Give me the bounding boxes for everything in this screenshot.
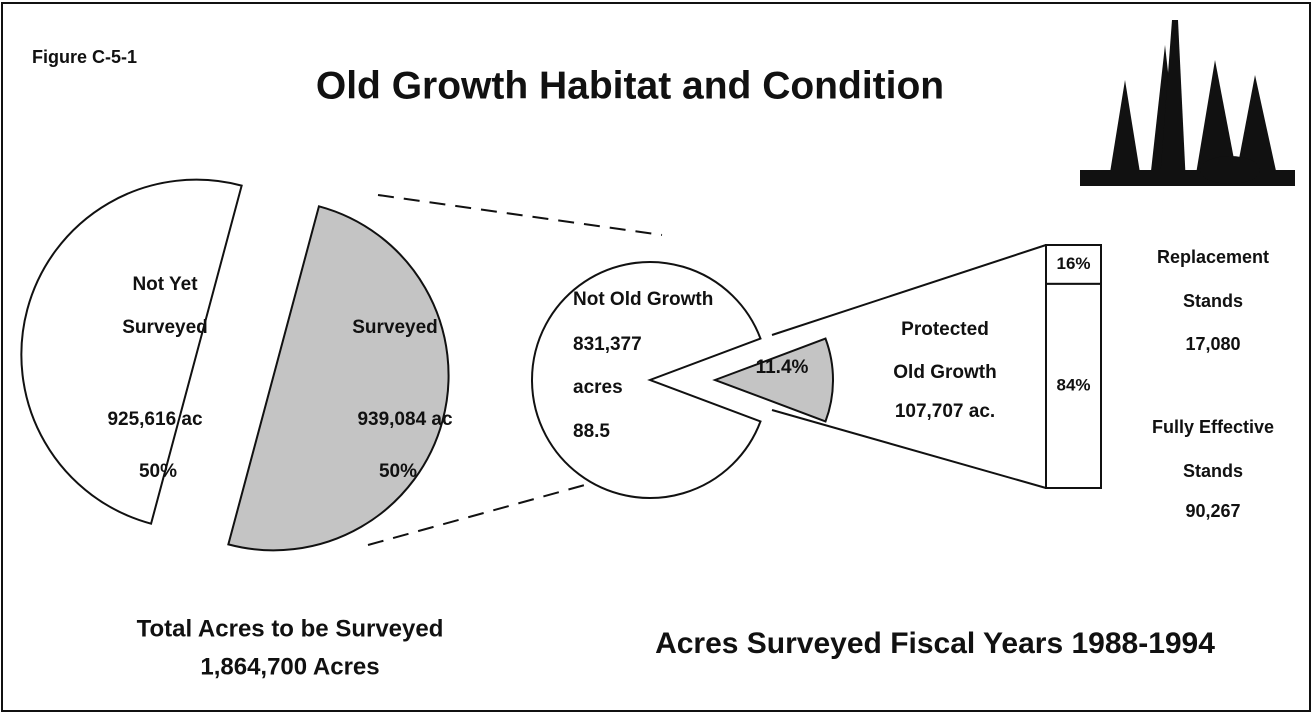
- acres-label: 831,377: [573, 334, 642, 355]
- acres-label: 17,080: [1185, 334, 1240, 354]
- pie-slice: [715, 339, 833, 422]
- value-label: 16%: [1056, 254, 1090, 273]
- value-label: 88.5: [573, 421, 610, 442]
- acres-label: 939,084 ac: [357, 409, 453, 430]
- bar-category: Replacement: [1157, 247, 1269, 267]
- acres-label: 107,707 ac.: [895, 401, 995, 422]
- caption: Acres Surveyed Fiscal Years 1988-1994: [655, 627, 1215, 660]
- chart: Figure C-5-1 Old Growth Habitat and Cond…: [0, 0, 1314, 713]
- tree-icon: [1080, 20, 1295, 186]
- bar-category: Fully Effective: [1152, 417, 1274, 437]
- value-label: 50%: [379, 461, 417, 482]
- page: {"figure_label": "Figure C-5-1", "title"…: [0, 0, 1314, 713]
- pie-slice: [21, 180, 241, 524]
- figure-label: Figure C-5-1: [32, 47, 137, 67]
- slice-label: Old Growth: [893, 362, 996, 383]
- caption: Total Acres to be Surveyed: [137, 615, 444, 642]
- value-label: 11.4%: [756, 357, 809, 378]
- bar-category: Stands: [1183, 461, 1243, 481]
- slice-label: Not Old Growth: [573, 289, 713, 310]
- value-label: 84%: [1056, 375, 1090, 394]
- slice-label: Not Yet: [132, 274, 198, 295]
- acres-label: 90,267: [1185, 501, 1240, 521]
- acres-label: acres: [573, 377, 623, 398]
- slice-label: Protected: [901, 319, 989, 340]
- slice-label: Surveyed: [122, 317, 208, 338]
- bar-category: Stands: [1183, 291, 1243, 311]
- caption: 1,864,700 Acres: [200, 653, 379, 680]
- acres-label: 925,616 ac: [107, 409, 203, 430]
- slice-label: Surveyed: [352, 317, 438, 338]
- value-label: 50%: [139, 461, 177, 482]
- pie-slice: [228, 206, 448, 550]
- chart-title: Old Growth Habitat and Condition: [316, 64, 944, 107]
